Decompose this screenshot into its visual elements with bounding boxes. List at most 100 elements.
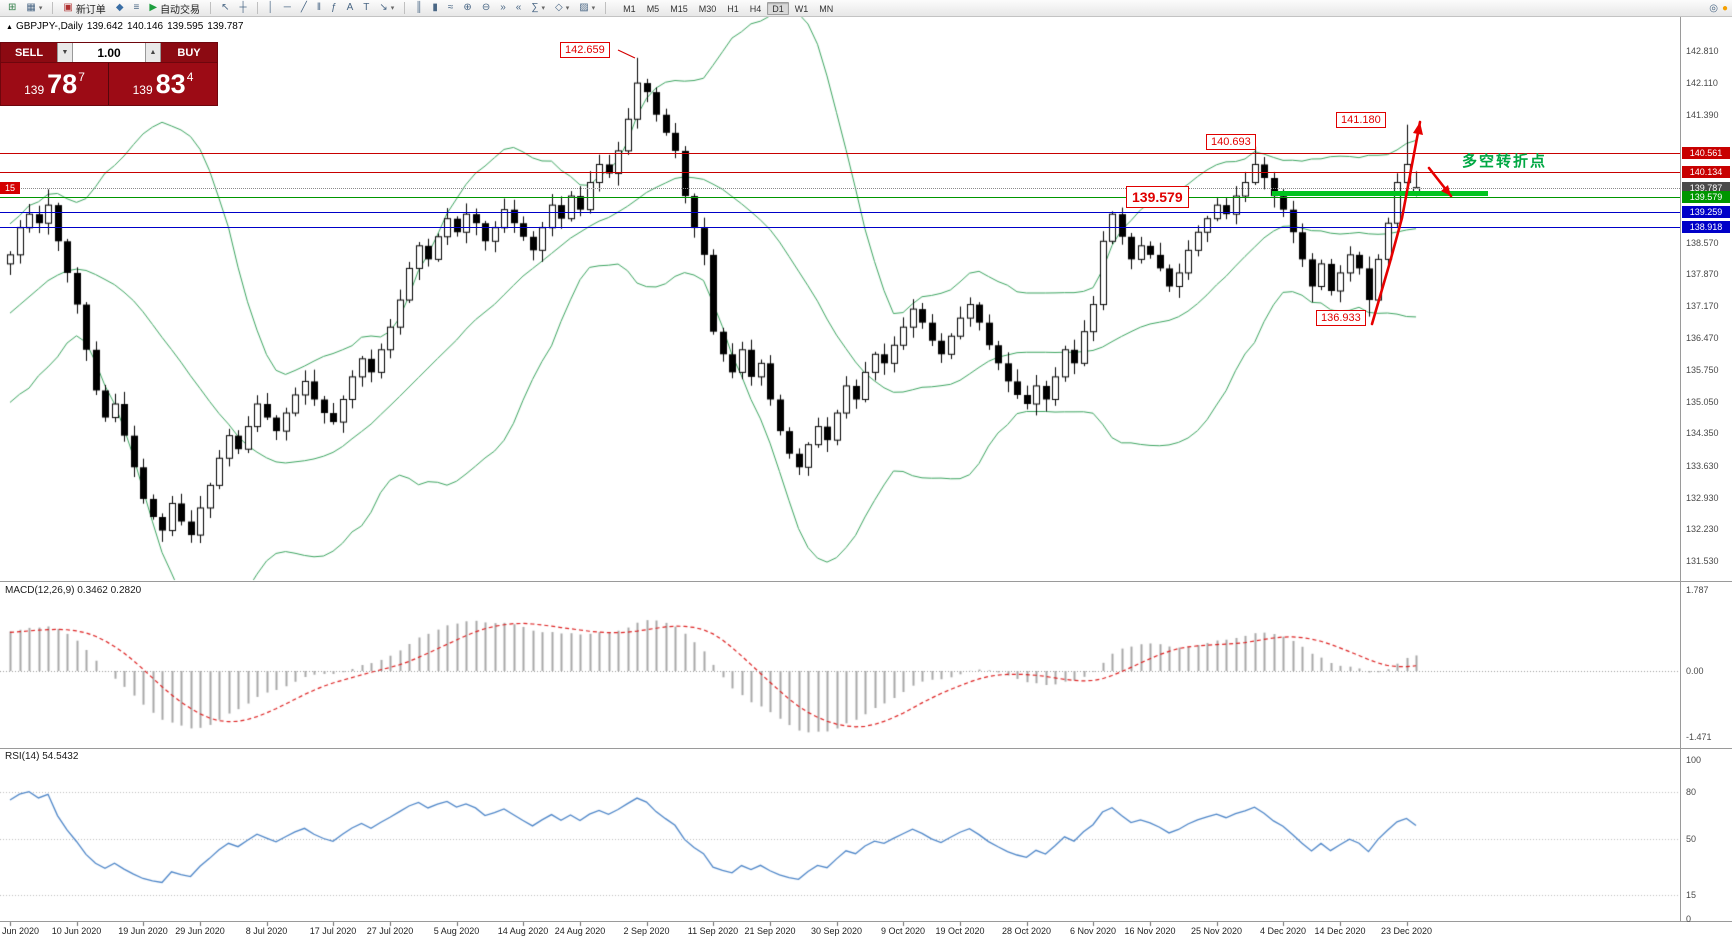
callout-140-693[interactable]: 140.693 xyxy=(1206,134,1256,150)
buy-button[interactable]: BUY xyxy=(161,43,217,62)
trade-panel-top-row: SELL ▼ 1.00 ▲ BUY xyxy=(1,43,217,63)
callout-entry-139-579[interactable]: 139.579 xyxy=(1126,186,1189,208)
timeframe-m5[interactable]: M5 xyxy=(646,3,660,14)
timeframe-group: M1 M5 M15 M30 H1 H4 D1 W1 MN xyxy=(618,1,838,15)
new-order-button[interactable]: ▣ 新订单 xyxy=(59,1,109,16)
templates-button[interactable]: ▨ ▾ xyxy=(575,1,599,15)
horizontal-line-button[interactable]: ─ xyxy=(280,1,295,15)
equidistant-channel-icon: ‖ xyxy=(316,2,322,13)
support-zone-line[interactable] xyxy=(1272,191,1488,196)
open-value: 139.642 xyxy=(86,21,123,32)
periods-icon: ◇ xyxy=(554,2,563,13)
sell-price-main: 78 xyxy=(47,69,78,99)
panel-divider-time-axis xyxy=(0,921,1732,922)
one-click-trade-panel: SELL ▼ 1.00 ▲ BUY 139 78 7 139 83 4 xyxy=(0,42,218,106)
indicators-button[interactable]: ∑ ▾ xyxy=(527,1,549,15)
vertical-line-button[interactable]: │ xyxy=(264,1,278,15)
templates-icon: ▨ xyxy=(579,2,589,13)
buy-price-button[interactable]: 139 83 4 xyxy=(109,63,217,105)
fibonacci-retracement-button[interactable]: ƒ xyxy=(327,1,341,15)
line-chart-button[interactable]: ≈ xyxy=(444,1,458,15)
horizontal-line-icon: ─ xyxy=(283,2,291,13)
text-label-button[interactable]: T xyxy=(359,1,373,15)
buy-price-main: 83 xyxy=(155,69,186,99)
text-button[interactable]: A xyxy=(343,1,358,15)
toolbar-separator xyxy=(404,2,406,14)
line-chart-icon: ≈ xyxy=(447,2,454,13)
chevron-down-icon: ▾ xyxy=(38,5,43,12)
high-value: 140.146 xyxy=(126,21,164,32)
expert-advisors-button[interactable]: ◆ xyxy=(112,1,128,15)
auto-scroll-icon: » xyxy=(500,2,506,13)
new-chart-icon: ⊞ xyxy=(8,2,17,13)
profiles-button[interactable]: ▦ ▾ xyxy=(22,1,46,15)
sell-price-prefix: 139 xyxy=(24,83,45,97)
lot-increase-button[interactable]: ▲ xyxy=(145,43,161,62)
panel-divider-macd-rsi[interactable] xyxy=(0,748,1732,749)
timeframe-w1[interactable]: W1 xyxy=(794,3,809,14)
timeframe-mn[interactable]: MN xyxy=(819,3,834,14)
panel-divider-main-macd[interactable] xyxy=(0,581,1732,582)
sell-button[interactable]: SELL xyxy=(1,43,57,62)
scripts-button[interactable]: ≡ xyxy=(130,1,144,15)
chevron-down-icon: ▾ xyxy=(541,5,545,12)
chevron-down-icon: ▾ xyxy=(565,5,570,12)
cursor-button[interactable]: ↖ xyxy=(217,1,233,15)
toolbar-separator xyxy=(52,2,54,14)
auto-scroll-button[interactable]: » xyxy=(496,1,510,15)
note-text[interactable]: 多空转折点 xyxy=(1462,153,1548,170)
new-chart-button[interactable]: ⊞ xyxy=(4,1,20,15)
autotrading-icon: ▶ xyxy=(149,2,158,13)
zoom-out-button[interactable]: ⊖ xyxy=(478,1,494,15)
candlestick-chart-button[interactable]: ▮ xyxy=(428,1,442,15)
ohlc-info: ▲ GBPJPY-,Daily 139.642 140.146 139.595 139.7… xyxy=(6,21,247,32)
indicators-icon: ∑ xyxy=(531,2,539,13)
chart-shift-button[interactable]: « xyxy=(512,1,526,15)
profiles-icon: ▦ xyxy=(26,2,36,13)
zoom-in-button[interactable]: ⊕ xyxy=(459,1,475,15)
vertical-line-icon: │ xyxy=(267,2,274,13)
search-icon[interactable]: ◎ xyxy=(1709,2,1718,14)
cursor-icon: ↖ xyxy=(221,2,230,13)
alert-icon[interactable]: ● xyxy=(1721,2,1728,14)
text-icon: A xyxy=(346,2,354,13)
new-order-label: 新订单 xyxy=(75,4,106,16)
autotrading-label: 自动交易 xyxy=(160,4,201,16)
callout-136-933[interactable]: 136.933 xyxy=(1316,310,1366,326)
callout-peak-142-659[interactable]: 142.659 xyxy=(560,42,610,58)
timeframe-m30[interactable]: M30 xyxy=(698,3,717,14)
timeframe-m1[interactable]: M1 xyxy=(623,3,636,14)
timeframe-m15[interactable]: M15 xyxy=(670,3,688,14)
crosshair-button[interactable]: ┼ xyxy=(235,1,250,15)
expand-icon[interactable]: ▲ xyxy=(6,24,13,31)
bar-chart-button[interactable]: ║ xyxy=(411,1,426,15)
arrows-button[interactable]: ↘ ▾ xyxy=(375,1,398,15)
macd-indicator-label: MACD(12,26,9) 0.3462 0.2820 xyxy=(5,585,142,596)
callout-141-180[interactable]: 141.180 xyxy=(1336,112,1386,128)
chevron-down-icon: ▾ xyxy=(591,5,596,12)
timeframe-h4[interactable]: H4 xyxy=(749,3,762,14)
rsi-indicator-label: RSI(14) 54.5432 xyxy=(5,751,79,762)
buy-price-pip: 4 xyxy=(186,70,194,84)
lot-size-input[interactable]: 1.00 xyxy=(73,43,145,62)
trendline-button[interactable]: ╱ xyxy=(297,1,311,15)
timeframe-d1[interactable]: D1 xyxy=(767,1,789,15)
equidistant-channel-button[interactable]: ‖ xyxy=(313,1,325,15)
symbol-period-label: GBPJPY-,Daily xyxy=(15,21,83,32)
arrows-icon: ↘ xyxy=(379,2,388,13)
buy-price-prefix: 139 xyxy=(132,83,153,97)
text-label-icon: T xyxy=(363,2,370,13)
sell-price-pip: 7 xyxy=(78,70,85,84)
periods-button[interactable]: ◇ ▾ xyxy=(551,1,573,15)
autotrading-button[interactable]: ▶ 自动交易 xyxy=(145,1,204,16)
scripts-icon: ≡ xyxy=(133,2,140,13)
bar-chart-icon: ║ xyxy=(415,2,423,13)
fibonacci-retracement-icon: ƒ xyxy=(331,2,337,13)
lot-decrease-button[interactable]: ▼ xyxy=(57,43,73,62)
timeframe-h1[interactable]: H1 xyxy=(727,3,739,14)
chevron-down-icon: ▾ xyxy=(390,5,395,12)
sell-price-button[interactable]: 139 78 7 xyxy=(1,63,109,105)
expert-advisors-icon: ◆ xyxy=(115,2,124,13)
